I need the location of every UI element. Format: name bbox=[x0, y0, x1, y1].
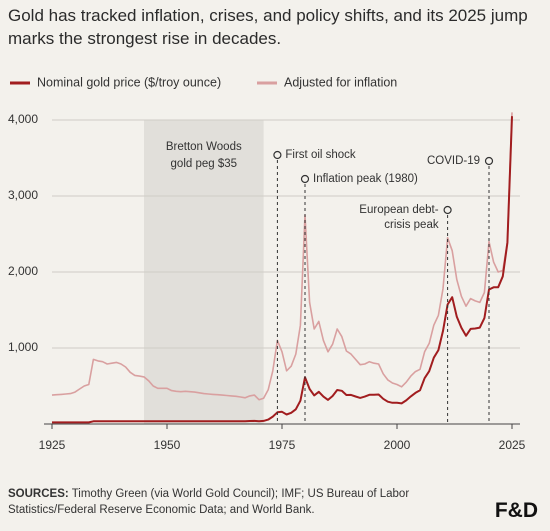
x-tick-label: 1975 bbox=[269, 438, 296, 452]
y-tick-label: 4,000 bbox=[8, 112, 38, 126]
line-series bbox=[52, 116, 513, 424]
chart: Bretton Woods gold peg $35 1,000 2,000 3,000… bbox=[8, 75, 526, 452]
region-label: Bretton Woods bbox=[166, 141, 242, 153]
y-tick-label: 1,000 bbox=[8, 340, 38, 354]
logo: F&D bbox=[494, 499, 538, 522]
line-series bbox=[51, 112, 513, 401]
sources-text: Timothy Green (via World Gold Council); … bbox=[8, 488, 410, 516]
x-tick-label: 1925 bbox=[39, 438, 66, 452]
legend-label: Nominal gold price ($/troy ounce) bbox=[37, 75, 221, 89]
annotation-marker bbox=[273, 150, 282, 160]
annotation-marker bbox=[443, 205, 452, 215]
annotation-marker bbox=[300, 174, 310, 184]
legend-label: Adjusted for inflation bbox=[284, 75, 397, 89]
y-tick-label: 3,000 bbox=[8, 188, 38, 202]
chart-title: Gold has tracked inflation, crises, and … bbox=[8, 6, 528, 48]
annotation-label: First oil shock bbox=[285, 149, 356, 161]
annotation-label: European debt- bbox=[359, 204, 438, 216]
sources-label: SOURCES: bbox=[8, 488, 69, 500]
annotation-label: crisis peak bbox=[384, 219, 439, 231]
region-label: gold peg $35 bbox=[171, 158, 238, 170]
annotation-marker bbox=[484, 156, 494, 166]
x-tick-label: 2000 bbox=[384, 438, 411, 452]
annotation-label: COVID-19 bbox=[427, 155, 480, 167]
sources: SOURCES: Timothy Green (via World Gold C… bbox=[8, 486, 478, 518]
x-tick-label: 2025 bbox=[499, 438, 526, 452]
y-tick-label: 2,000 bbox=[8, 264, 38, 278]
x-tick-label: 1950 bbox=[154, 438, 181, 452]
annotation-label: Inflation peak (1980) bbox=[313, 173, 418, 185]
